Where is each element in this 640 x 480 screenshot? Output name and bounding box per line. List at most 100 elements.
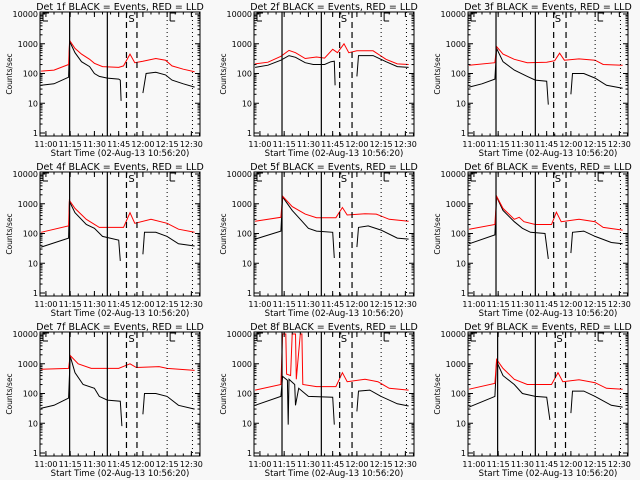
axes-box [39,331,201,457]
lld-series-line [40,198,195,233]
interval-flag-icon [42,12,49,22]
y-tick-label: 100 [451,230,466,239]
x-tick-label: 12:00 [345,140,368,149]
x-tick-label: 12:00 [131,300,154,309]
x-tick-label: 11:30 [511,140,534,149]
events-series-line [254,375,335,425]
events-series-line [356,55,409,77]
marker-label: S [341,14,347,25]
y-axis-label: Counts/sec [219,373,228,414]
x-tick-label: 12:15 [584,300,607,309]
x-tick-label: 11:30 [297,140,320,149]
interval-flag-icon [42,172,49,182]
events-series-line [570,73,623,95]
x-tick-label: 11:00 [248,460,271,469]
events-series-line [356,389,409,412]
x-axis-label: Start Time (02-Aug-13 10:56:20) [479,149,618,159]
marker-label: S [556,334,562,345]
x-tick-label: 11:15 [59,460,82,469]
lld-series-line [41,38,195,73]
y-tick-label: 1000 [232,40,252,49]
y-tick-label: 10 [242,259,252,268]
x-tick-label: 12:15 [584,140,607,149]
panel-det-8: S 1 10 100 1000 10000 11:00 11:15 11:30 11:45 12:0… [219,322,418,479]
x-tick-label: 11:45 [107,300,130,309]
interval-flag-icon [470,172,477,182]
interval-flag-icon [470,332,477,342]
x-tick-label: 12:30 [394,140,417,149]
x-tick-label: 11:15 [273,300,296,309]
x-tick-label: 12:15 [370,300,393,309]
y-tick-label: 100 [237,230,252,239]
panel-det-9: S 1 10 100 1000 10000 11:00 11:15 11:30 11:45 12:0… [433,322,632,479]
y-tick-label: 1000 [18,200,38,209]
x-tick-label: 12:15 [156,300,179,309]
panel-det-4: S 1 10 100 1000 10000 11:00 11:15 11:30 11:45 12:0… [5,162,204,319]
interval-flag-icon [597,172,605,182]
panel-title: Det 7f BLACK = Events, RED = LLD [36,322,204,333]
panel-title: Det 9f BLACK = Events, RED = LLD [464,322,632,333]
x-tick-label: 12:15 [156,140,179,149]
x-axis-label: Start Time (02-Aug-13 10:56:20) [265,149,404,159]
axes-box [253,331,415,457]
marker-label: S [128,334,134,345]
axes-box [467,11,629,137]
y-tick-label: 10000 [13,170,38,179]
x-tick-label: 11:45 [535,300,558,309]
panel-title: Det 8f BLACK = Events, RED = LLD [250,322,418,333]
interval-flag-icon [383,332,391,342]
x-tick-label: 12:30 [394,300,417,309]
x-tick-label: 11:45 [321,300,344,309]
events-series-line [254,195,335,259]
x-tick-label: 11:45 [321,140,344,149]
panel-det-5: S 1 10 100 1000 10000 11:00 11:15 11:30 11:45 12:0… [219,162,418,319]
interval-flag-icon [256,12,263,22]
x-tick-label: 11:15 [59,140,82,149]
y-tick-label: 1000 [232,360,252,369]
y-tick-label: 1000 [232,200,252,209]
y-tick-label: 10000 [441,10,466,19]
y-tick-label: 1000 [18,360,38,369]
lld-series-line [255,195,409,222]
interval-flag-icon [383,172,391,182]
y-tick-label: 10 [28,259,38,268]
x-tick-label: 12:15 [370,140,393,149]
lld-series-line [469,194,623,231]
x-axis-label: Start Time (02-Aug-13 10:56:20) [479,469,618,479]
panel-det-1: S 1 10 100 1000 10000 11:00 11:15 11:30 11:45 12:0… [5,2,204,159]
y-tick-label: 1000 [18,40,38,49]
x-tick-label: 11:15 [273,460,296,469]
y-tick-label: 10000 [441,170,466,179]
y-tick-label: 1 [247,129,252,138]
events-series-line [468,48,549,105]
y-tick-label: 1 [461,289,466,298]
y-tick-label: 10000 [227,330,252,339]
x-tick-label: 11:45 [107,460,130,469]
y-tick-label: 100 [451,390,466,399]
y-tick-label: 100 [23,70,38,79]
interval-flag-icon [169,12,177,22]
x-tick-label: 11:15 [487,140,510,149]
y-tick-label: 100 [23,230,38,239]
x-tick-label: 12:30 [180,140,203,149]
marker-label: S [128,14,134,25]
x-tick-label: 11:00 [34,460,57,469]
x-tick-label: 12:15 [584,460,607,469]
y-axis-label: Counts/sec [5,213,14,254]
y-tick-label: 10000 [13,330,38,339]
y-tick-label: 1000 [446,40,466,49]
marker-label: S [341,334,347,345]
x-tick-label: 12:30 [394,460,417,469]
y-tick-label: 10 [242,99,252,108]
y-axis-label: Counts/sec [219,53,228,94]
y-tick-label: 10 [28,419,38,428]
events-series-line [255,55,336,86]
x-tick-label: 11:45 [107,140,130,149]
panel-det-2: S 1 10 100 1000 10000 11:00 11:15 11:30 11:45 12:0… [219,2,418,159]
x-tick-label: 11:15 [273,140,296,149]
lld-series-line [469,45,623,66]
interval-flag-icon [470,12,477,22]
panel-det-7: S 1 10 100 1000 10000 11:00 11:15 11:30 11:45 12:0… [5,322,204,479]
x-tick-label: 12:30 [180,300,203,309]
